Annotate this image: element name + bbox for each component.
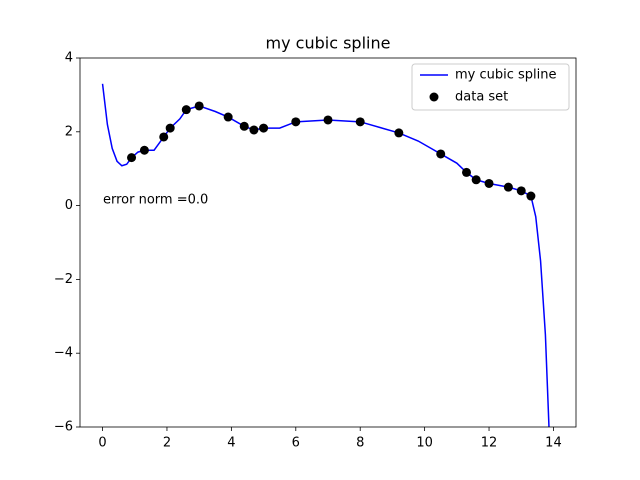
data-point: [259, 123, 269, 133]
legend-label: my cubic spline: [455, 68, 557, 83]
data-point: [516, 186, 526, 196]
data-point: [436, 149, 446, 159]
y-tick-label: −2: [54, 272, 73, 287]
data-point: [323, 115, 333, 125]
y-tick-label: −4: [54, 346, 73, 361]
data-point: [139, 145, 149, 155]
plot-frame: [79, 57, 577, 428]
x-tick-label: 6: [292, 436, 300, 451]
x-tick-label: 8: [356, 436, 364, 451]
y-tick-label: 0: [65, 198, 73, 213]
data-point: [249, 125, 259, 135]
x-tick-label: 2: [163, 436, 171, 451]
data-point: [223, 112, 233, 122]
x-tick-label: 10: [416, 436, 433, 451]
x-tick-label: 0: [98, 436, 106, 451]
data-point: [239, 121, 249, 131]
plot-area: [101, 83, 550, 427]
annotation: error norm =0.0: [103, 193, 208, 208]
legend-marker: [429, 92, 439, 102]
legend-label: data set: [455, 90, 508, 105]
data-point: [471, 175, 481, 185]
y-tick-label: 2: [65, 124, 73, 139]
x-tick-label: 12: [481, 436, 498, 451]
spline-line: [101, 83, 550, 427]
data-point: [461, 167, 471, 177]
data-point: [181, 105, 191, 115]
data-point: [355, 117, 365, 127]
y-tick-label: 4: [65, 51, 73, 66]
x-tick-label: 4: [227, 436, 235, 451]
chart-title: my cubic spline: [266, 34, 391, 53]
legend-box: [411, 63, 570, 111]
x-tick-label: 14: [545, 436, 562, 451]
y-tick-label: −6: [54, 420, 73, 435]
data-point: [526, 191, 536, 201]
data-point: [127, 153, 137, 163]
data-point: [503, 182, 513, 192]
data-point: [159, 132, 169, 142]
data-point: [394, 128, 404, 138]
data-point: [165, 123, 175, 133]
data-point: [484, 178, 494, 188]
data-point: [291, 117, 301, 127]
data-point: [194, 101, 204, 111]
